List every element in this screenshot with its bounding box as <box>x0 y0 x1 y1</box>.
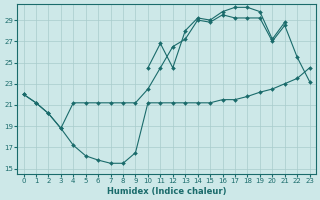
X-axis label: Humidex (Indice chaleur): Humidex (Indice chaleur) <box>107 187 226 196</box>
